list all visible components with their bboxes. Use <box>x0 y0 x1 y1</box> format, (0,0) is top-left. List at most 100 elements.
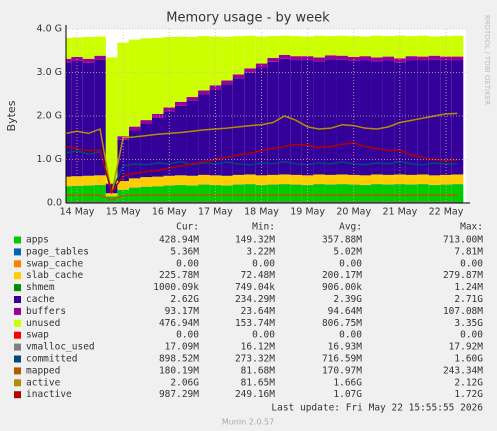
area-segment <box>209 36 222 86</box>
area-segment <box>151 37 164 114</box>
area-segment <box>244 68 256 73</box>
x-tick-label: 14 May <box>60 207 95 218</box>
area-segment <box>117 139 129 181</box>
area-segment <box>428 55 441 60</box>
legend-stat: 72.48M <box>241 270 276 281</box>
legend-label: buffers <box>26 306 66 317</box>
x-tick-label: 18 May <box>244 207 279 218</box>
area-segment <box>232 74 245 79</box>
area-segment <box>336 35 348 56</box>
area-segment <box>82 185 95 203</box>
legend-swatch <box>14 367 21 375</box>
area-segment <box>221 84 233 176</box>
y-tick-label: 2.0 G <box>37 111 63 122</box>
legend-stat: 23.64M <box>241 306 276 317</box>
area-segment <box>71 60 83 177</box>
area-segment <box>359 36 372 57</box>
legend-stat: 0.00 <box>339 258 362 269</box>
area-segment <box>359 56 372 61</box>
x-tick-label: 15 May <box>106 207 141 218</box>
legend-stat: 16.93M <box>328 342 363 353</box>
x-tick-label: 20 May <box>336 207 371 218</box>
area-segment <box>198 94 210 175</box>
legend-stat: 17.92M <box>449 342 484 353</box>
legend-stat: 1.24M <box>454 282 483 293</box>
area-segment <box>405 60 418 175</box>
area-segment <box>71 176 83 186</box>
legend-swatch <box>14 236 21 244</box>
legend-stat: 0.00 <box>460 258 483 269</box>
legend-stat: 713.00M <box>443 235 483 246</box>
legend-label: inactive <box>26 389 72 400</box>
legend-swatch <box>14 307 21 315</box>
legend-stat: 2.71G <box>454 294 483 305</box>
line <box>65 150 458 194</box>
y-tick-label: 0.0 <box>47 198 62 209</box>
area-segment <box>324 36 337 56</box>
y-tick-label: 4.0 G <box>37 24 63 35</box>
area-segment <box>186 175 199 186</box>
area-segment <box>105 193 118 197</box>
legend-swatch <box>14 379 21 387</box>
area-segment <box>66 62 72 177</box>
legend-stat: 0.00 <box>252 258 275 269</box>
area-segment <box>359 60 372 176</box>
legend-swatch <box>14 248 21 256</box>
area-segment <box>290 184 302 203</box>
legend-swatch <box>14 260 21 268</box>
legend-stat: 170.97M <box>322 365 362 376</box>
area-segment <box>347 36 360 58</box>
area-segment <box>198 184 210 203</box>
legend-stat: 3.22M <box>246 246 275 257</box>
legend-stat: 0.00 <box>252 330 275 341</box>
area-segment <box>151 117 164 177</box>
area-segment <box>313 57 325 62</box>
area-segment <box>94 175 106 185</box>
legend-stat: 1.66G <box>333 377 362 388</box>
legend-stat: 17.09M <box>165 342 200 353</box>
legend-swatch <box>14 272 21 280</box>
legend-stat: 107.08M <box>443 306 483 317</box>
legend-stat: 273.32M <box>235 354 275 365</box>
legend-label: vmalloc_used <box>26 342 95 353</box>
legend-label: apps <box>26 235 49 246</box>
x-tick-label: 21 May <box>383 207 418 218</box>
area-segment <box>175 185 187 203</box>
legend-label: slab_cache <box>26 270 83 281</box>
area-segment <box>186 37 199 98</box>
area-segment <box>394 58 406 63</box>
area-segment <box>290 36 302 57</box>
area-segment <box>244 35 256 69</box>
area-segment <box>140 177 152 187</box>
stat-header: Max: <box>460 222 483 233</box>
area-segment <box>140 124 152 178</box>
area-segment <box>405 56 418 61</box>
area-segment <box>140 120 152 125</box>
x-tick-label: 19 May <box>290 207 325 218</box>
area-segment <box>82 37 95 59</box>
area-segment <box>140 38 152 121</box>
version: Munin 2.0.57 <box>222 418 274 427</box>
area-segment <box>198 36 210 91</box>
legend-stat: 180.19M <box>159 365 199 376</box>
area-segment <box>255 175 268 185</box>
area-segment <box>278 174 291 185</box>
area-segment <box>440 36 452 57</box>
area-segment <box>105 57 118 184</box>
legend-label: mapped <box>26 365 60 376</box>
area-segment <box>244 184 256 203</box>
legend-stat: 898.52M <box>159 354 199 365</box>
area-segment <box>394 184 406 203</box>
area-segment <box>301 56 314 61</box>
legend-stat: 2.06G <box>170 377 199 388</box>
legend-swatch <box>14 284 21 292</box>
legend-stat: 249.16M <box>235 389 275 400</box>
legend-stat: 3.35G <box>454 318 483 329</box>
area-segment <box>382 36 395 57</box>
area-segment <box>324 59 337 175</box>
legend-swatch <box>14 296 21 303</box>
line <box>66 194 458 201</box>
area-segment <box>324 184 337 203</box>
area-segment <box>198 90 210 95</box>
